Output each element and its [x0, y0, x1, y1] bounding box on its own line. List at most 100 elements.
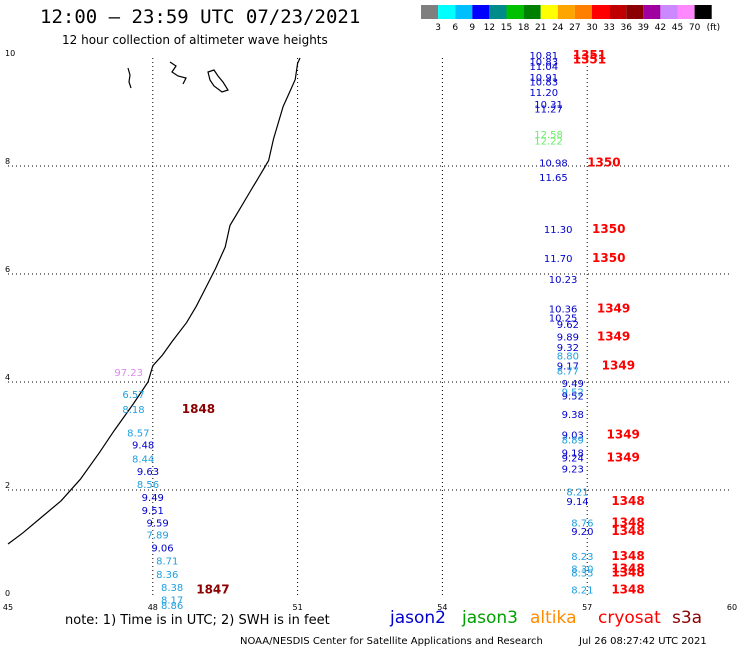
x-tick-label: 54: [437, 603, 447, 610]
wave-height-label: 10.83: [529, 58, 558, 69]
wave-height-label: 9.18: [562, 449, 584, 460]
wave-height-label: 9.49: [562, 379, 584, 390]
colorbar-swatch: [677, 5, 695, 19]
island-outline: [169, 61, 187, 85]
colorbar-swatch: [489, 5, 507, 19]
colorbar-swatch: [626, 5, 644, 19]
colorbar-swatch: [609, 5, 627, 19]
wave-height-label: 9.20: [571, 527, 593, 538]
y-tick-label: 8: [5, 157, 10, 166]
wave-height-label: 9.52: [562, 388, 584, 399]
wave-height-label: 10.98: [539, 159, 568, 170]
wave-height-label: 8.38: [161, 583, 183, 594]
colorbar-swatch: [574, 5, 592, 19]
wave-height-label: 12.58: [534, 130, 563, 141]
y-tick-label: 6: [5, 265, 10, 274]
wave-height-label: 8.21: [566, 487, 588, 498]
wave-height-label: 9.89: [557, 332, 579, 343]
wave-height-label: 12.22: [534, 136, 563, 147]
colorbar-tick-label: 27: [569, 23, 580, 33]
wave-height-label: 11.30: [544, 225, 573, 236]
wave-height-label: 8.44: [132, 454, 154, 465]
wave-height-label: 8.56: [137, 480, 159, 491]
wave-height-label: 11.04: [529, 62, 558, 73]
wave-height-label: 10.25: [549, 314, 578, 325]
colorbar-swatch: [643, 5, 661, 19]
wave-height-label: 10.31: [534, 100, 563, 111]
wave-height-label: 9.06: [151, 544, 173, 555]
y-tick-label: 0: [5, 589, 10, 598]
colorbar-tick-label: 39: [638, 23, 650, 33]
colorbar-tick-label: 36: [620, 23, 632, 33]
wave-height-label: 11.65: [539, 173, 568, 184]
pass-time-label: 1349: [607, 450, 640, 464]
credit-line: NOAA/NESDIS Center for Satellite Applica…: [240, 636, 543, 647]
wave-height-label: 9.23: [562, 465, 584, 476]
wave-height-label: 8.36: [156, 570, 178, 581]
pass-time-label: 1350: [592, 222, 625, 236]
pass-time-label: 1351: [573, 48, 606, 62]
colorbar-swatch: [557, 5, 575, 19]
wave-height-label: 10.81: [529, 51, 558, 62]
pass-time-label: 1349: [602, 359, 635, 373]
colorbar-tick-label: 21: [535, 23, 546, 33]
colorbar-swatch: [421, 5, 439, 19]
wave-height-label: 9.24: [562, 453, 584, 464]
colorbar-tick-label: 18: [518, 23, 530, 33]
wave-height-label: 10.83: [529, 78, 558, 89]
y-tick-label: 4: [5, 373, 10, 382]
legend-altika: altika: [530, 608, 577, 628]
legend-jason2: jason2: [390, 608, 446, 628]
colorbar-swatch: [660, 5, 678, 19]
pass-time-label: 1348: [611, 562, 644, 576]
pass-time-label: 1349: [597, 301, 630, 315]
wave-height-label: 6.57: [122, 390, 144, 401]
wave-height-label: 9.59: [146, 519, 168, 530]
wave-height-label: 9.48: [132, 440, 154, 451]
wave-height-label: 9.52: [562, 391, 584, 402]
wave-height-label: 10.36: [549, 304, 578, 315]
colorbar-swatch: [694, 5, 712, 19]
x-tick-label: 60: [727, 603, 737, 610]
wave-height-label: 10.91: [529, 73, 558, 84]
colorbar-tick-label: 42: [655, 23, 666, 33]
x-tick-label: 45: [3, 603, 13, 610]
colorbar-unit: (ft): [707, 23, 721, 33]
pass-time-label: 1348: [611, 583, 644, 597]
legend-s3a: s3a: [672, 608, 703, 628]
wave-height-label: 97.23: [114, 368, 143, 379]
pass-time-label: 1848: [182, 402, 215, 416]
wave-height-label: 7.89: [146, 531, 168, 542]
wave-height-label: 8.76: [571, 519, 593, 530]
colorbar-tick-label: 9: [469, 23, 475, 33]
wave-height-label: 9.03: [562, 431, 584, 442]
y-tick-label: 10: [5, 49, 15, 58]
wave-height-label: 8.30: [571, 565, 593, 576]
wave-height-label: 8.57: [127, 429, 149, 440]
y-tick-label: 2: [5, 481, 10, 490]
wave-height-label: 8.23: [571, 552, 593, 563]
colorbar-tick-label: 6: [452, 23, 458, 33]
colorbar-tick-label: 45: [672, 23, 683, 33]
wave-height-label: 11.20: [529, 88, 558, 99]
colorbar-tick-label: 3: [435, 23, 441, 33]
wave-height-label: 8.18: [122, 405, 144, 416]
colorbar-swatch: [540, 5, 558, 19]
wave-height-label: 10.23: [549, 275, 578, 286]
wave-height-label: 9.17: [557, 362, 579, 373]
colorbar-swatch: [455, 5, 473, 19]
wave-height-label: 8.71: [156, 557, 178, 568]
colorbar-swatch: [472, 5, 490, 19]
legend-jason3: jason3: [462, 608, 518, 628]
legend-cryosat: cryosat: [598, 608, 661, 628]
wave-height-label: 9.62: [557, 320, 579, 331]
pass-time-label: 1348: [611, 516, 644, 530]
map-title: 12:00 – 23:59 UTC 07/23/2021: [40, 6, 361, 28]
x-tick-label: 51: [293, 603, 303, 610]
wave-height-label: 9.51: [142, 506, 164, 517]
colorbar-tick-label: 30: [586, 23, 598, 33]
wave-height-label: 11.70: [544, 254, 573, 265]
wave-height-label: 11.27: [534, 105, 563, 116]
wave-height-label: 8.80: [557, 351, 579, 362]
